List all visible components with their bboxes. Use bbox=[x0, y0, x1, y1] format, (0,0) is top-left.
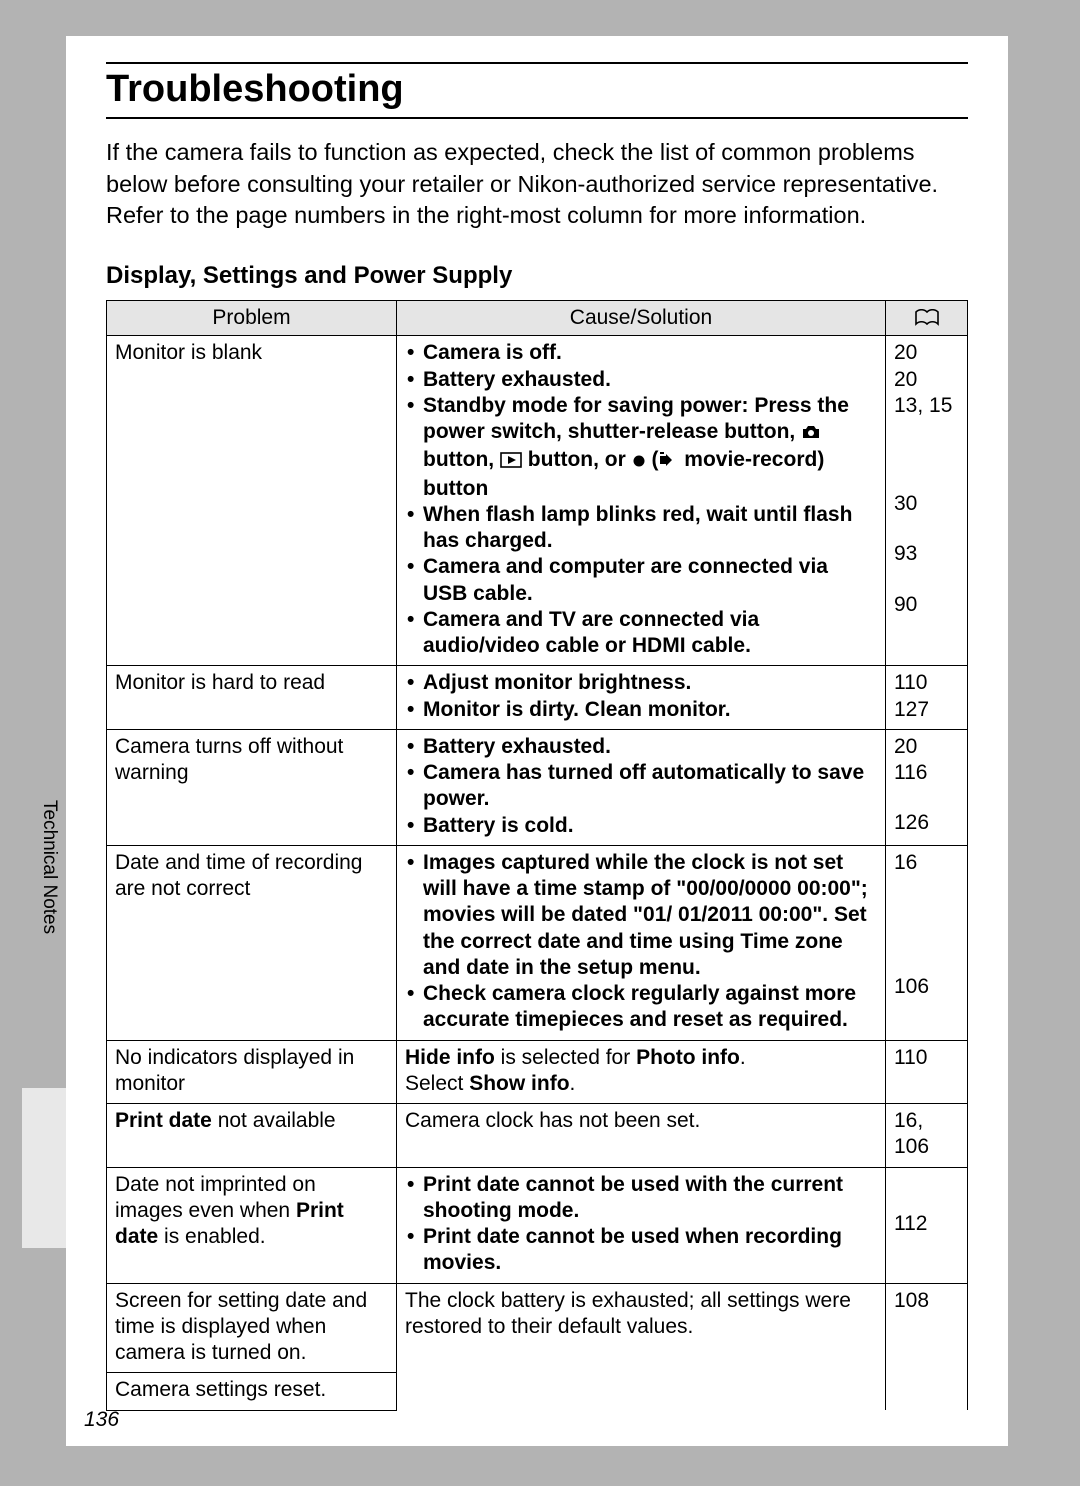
page-cell: 110 127 bbox=[886, 666, 968, 730]
col-problem: Problem bbox=[107, 301, 397, 336]
camera-icon bbox=[801, 421, 821, 447]
cause-item: Check camera clock regularly against mor… bbox=[423, 981, 877, 1034]
cause-cell: Battery exhausted. Camera has turned off… bbox=[397, 729, 886, 845]
table-row: Date and time of recording are not corre… bbox=[107, 845, 968, 1040]
cause-cell: Camera clock has not been set. bbox=[397, 1104, 886, 1168]
cause-item: Standby mode for saving power: Press the… bbox=[423, 393, 877, 502]
play-box-icon bbox=[500, 449, 522, 475]
cause-item: Camera is off. bbox=[423, 340, 877, 366]
manual-page: Troubleshooting If the camera fails to f… bbox=[66, 36, 1008, 1446]
intro-paragraph: If the camera fails to function as expec… bbox=[106, 137, 968, 232]
table-row: Date not imprinted on images even when P… bbox=[107, 1167, 968, 1283]
cause-item: Camera and computer are connected via US… bbox=[423, 554, 877, 607]
col-page bbox=[886, 301, 968, 336]
page-cell: 112 bbox=[886, 1167, 968, 1283]
side-tab bbox=[22, 1088, 66, 1248]
table-header-row: Problem Cause/Solution bbox=[107, 301, 968, 336]
section-subhead: Display, Settings and Power Supply bbox=[106, 262, 968, 290]
page-cell: 20 116 126 bbox=[886, 729, 968, 845]
table-row: Camera turns off without warning Battery… bbox=[107, 729, 968, 845]
cause-item: Camera has turned off automatically to s… bbox=[423, 760, 877, 813]
cause-cell: The clock battery is exhausted; all sett… bbox=[397, 1283, 886, 1410]
cause-item: Print date cannot be used when recording… bbox=[423, 1224, 877, 1277]
top-rule bbox=[106, 62, 968, 64]
page-cell: 20 20 13, 15 30 93 90 bbox=[886, 336, 968, 666]
table-row: Print date not available Camera clock ha… bbox=[107, 1104, 968, 1168]
cause-cell: Print date cannot be used with the curre… bbox=[397, 1167, 886, 1283]
table-row: Screen for setting date and time is disp… bbox=[107, 1283, 968, 1373]
problem-cell: Print date not available bbox=[107, 1104, 397, 1168]
problem-cell: Screen for setting date and time is disp… bbox=[107, 1283, 397, 1373]
page-cell: 108 bbox=[886, 1283, 968, 1410]
problem-cell: Date and time of recording are not corre… bbox=[107, 845, 397, 1040]
cause-cell: Images captured while the clock is not s… bbox=[397, 845, 886, 1040]
troubleshooting-table: Problem Cause/Solution Monitor is blank … bbox=[106, 300, 968, 1411]
cause-item: When flash lamp blinks red, wait until f… bbox=[423, 502, 877, 555]
page-cell: 110 bbox=[886, 1040, 968, 1104]
cause-item: Camera and TV are connected via audio/vi… bbox=[423, 607, 877, 660]
cause-cell: Camera is off. Battery exhausted. Standb… bbox=[397, 336, 886, 666]
cause-item: Battery exhausted. bbox=[423, 367, 877, 393]
table-row: Monitor is hard to read Adjust monitor b… bbox=[107, 666, 968, 730]
cause-cell: Hide info is selected for Photo info. Se… bbox=[397, 1040, 886, 1104]
problem-cell: Monitor is hard to read bbox=[107, 666, 397, 730]
book-icon bbox=[914, 306, 940, 329]
problem-cell: No indicators displayed in monitor bbox=[107, 1040, 397, 1104]
table-row: Monitor is blank Camera is off. Battery … bbox=[107, 336, 968, 666]
cause-item: Monitor is dirty. Clean monitor. bbox=[423, 697, 877, 723]
col-cause: Cause/Solution bbox=[397, 301, 886, 336]
problem-cell: Monitor is blank bbox=[107, 336, 397, 666]
movie-record-icon bbox=[658, 449, 678, 475]
cause-item: Images captured while the clock is not s… bbox=[423, 850, 877, 981]
cause-cell: Adjust monitor brightness. Monitor is di… bbox=[397, 666, 886, 730]
dot-icon bbox=[632, 449, 646, 475]
cause-item: Adjust monitor brightness. bbox=[423, 670, 877, 696]
problem-cell: Camera settings reset. bbox=[107, 1373, 397, 1410]
side-label: Technical Notes bbox=[38, 800, 60, 934]
cause-item: Battery exhausted. bbox=[423, 734, 877, 760]
table-row: No indicators displayed in monitor Hide … bbox=[107, 1040, 968, 1104]
problem-cell: Camera turns off without warning bbox=[107, 729, 397, 845]
page-number: 136 bbox=[84, 1408, 119, 1432]
page-cell: 16, 106 bbox=[886, 1104, 968, 1168]
cause-item: Print date cannot be used with the curre… bbox=[423, 1172, 877, 1225]
page-cell: 16 106 bbox=[886, 845, 968, 1040]
page-title: Troubleshooting bbox=[106, 68, 968, 119]
cause-item: Battery is cold. bbox=[423, 813, 877, 839]
problem-cell: Date not imprinted on images even when P… bbox=[107, 1167, 397, 1283]
